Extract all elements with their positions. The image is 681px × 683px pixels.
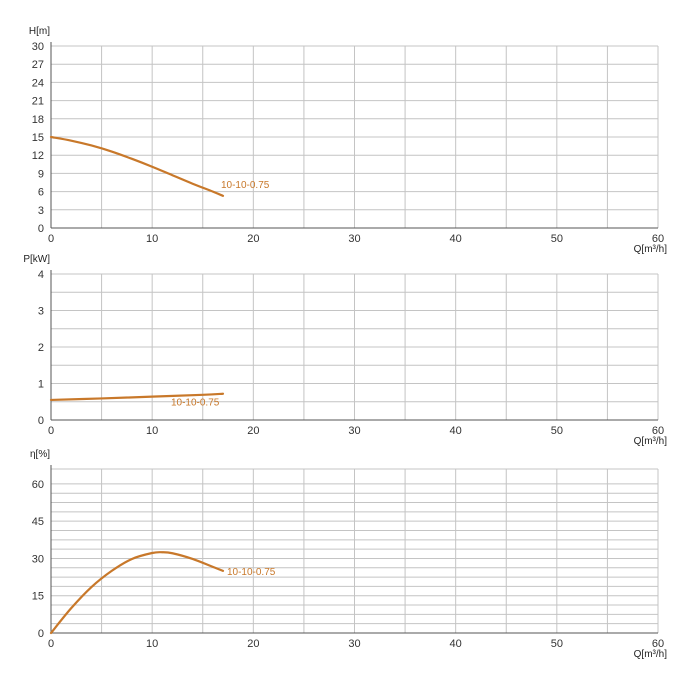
y-tick-label: 60 bbox=[32, 479, 44, 491]
x-tick-label: 30 bbox=[348, 425, 360, 437]
y-tick-label: 0 bbox=[38, 415, 44, 427]
x-tick-label: 40 bbox=[450, 233, 462, 245]
y-tick-label: 12 bbox=[32, 150, 44, 162]
y-tick-label: 21 bbox=[32, 96, 44, 108]
y-tick-label: 3 bbox=[38, 205, 44, 217]
y-tick-label: 4 bbox=[38, 269, 44, 281]
chart-panel-1: 0 3 6 9 12 15 18 21 24 27 30 0 10 20 30 40 50 60 H[m] Q[m³/… bbox=[29, 26, 667, 255]
y-tick-label: 0 bbox=[38, 628, 44, 640]
x-tick-label: 40 bbox=[450, 638, 462, 650]
y-tick-label: 24 bbox=[32, 77, 44, 89]
x-tick-label: 30 bbox=[348, 638, 360, 650]
y-axis-title: P[kW] bbox=[23, 254, 50, 265]
y-tick-label: 27 bbox=[32, 59, 44, 71]
y-tick-label: 0 bbox=[38, 223, 44, 235]
series-label: 10-10-0.75 bbox=[227, 567, 276, 578]
y-tick-label: 30 bbox=[32, 41, 44, 53]
y-tick-label: 18 bbox=[32, 114, 44, 126]
x-tick-label: 10 bbox=[146, 638, 158, 650]
x-tick-label: 50 bbox=[551, 638, 563, 650]
series-line bbox=[49, 392, 225, 402]
x-tick-label: 0 bbox=[48, 425, 54, 437]
y-tick-label: 15 bbox=[32, 591, 44, 603]
y-tick-label: 9 bbox=[38, 168, 44, 180]
x-tick-label: 30 bbox=[348, 233, 360, 245]
series-line bbox=[49, 135, 225, 197]
x-tick-label: 60 bbox=[652, 233, 664, 245]
x-tick-label: 40 bbox=[450, 425, 462, 437]
y-tick-label: 3 bbox=[38, 306, 44, 318]
x-axis-title: Q[m³/h] bbox=[634, 244, 668, 255]
y-tick-label: 30 bbox=[32, 553, 44, 565]
y-axis-title: H[m] bbox=[29, 26, 50, 37]
y-tick-label: 6 bbox=[38, 187, 44, 199]
x-tick-label: 0 bbox=[48, 233, 54, 245]
series-label: 10-10-0.75 bbox=[171, 398, 220, 409]
x-tick-label: 20 bbox=[247, 425, 259, 437]
y-tick-label: 45 bbox=[32, 516, 44, 528]
y-tick-label: 15 bbox=[32, 132, 44, 144]
series-line bbox=[49, 551, 225, 635]
x-tick-label: 50 bbox=[551, 425, 563, 437]
x-tick-label: 50 bbox=[551, 233, 563, 245]
x-tick-label: 10 bbox=[146, 425, 158, 437]
x-tick-label: 60 bbox=[652, 425, 664, 437]
chart-panel-3: 0 15 30 45 60 0 10 20 30 40 50 60 η[%] Q[m³/h] 10-10-0… bbox=[30, 449, 667, 660]
series-label: 10-10-0.75 bbox=[221, 180, 270, 191]
x-tick-label: 60 bbox=[652, 638, 664, 650]
x-axis-title: Q[m³/h] bbox=[634, 436, 668, 447]
y-tick-label: 2 bbox=[38, 342, 44, 354]
x-tick-label: 20 bbox=[247, 233, 259, 245]
x-tick-label: 0 bbox=[48, 638, 54, 650]
x-tick-label: 10 bbox=[146, 233, 158, 245]
y-axis-title: η[%] bbox=[30, 449, 50, 460]
y-tick-label: 1 bbox=[38, 379, 44, 391]
x-axis-title: Q[m³/h] bbox=[634, 649, 668, 660]
x-tick-label: 20 bbox=[247, 638, 259, 650]
